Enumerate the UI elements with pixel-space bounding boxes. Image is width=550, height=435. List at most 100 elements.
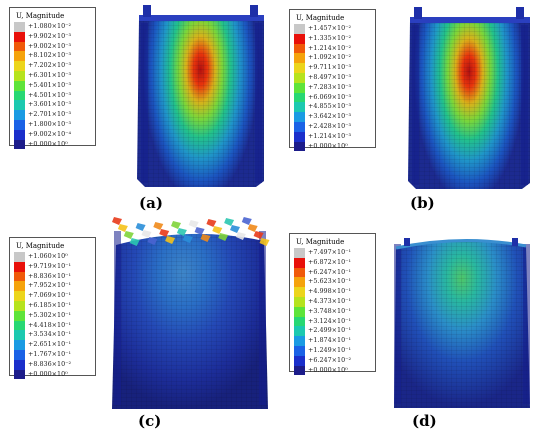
legend-rows: +1.080×10⁻² +9.902×10⁻³ +9.002×10⁻³ +8.102×… — [14, 22, 91, 150]
legend-swatch — [14, 320, 25, 331]
legend-row: +1.874×10⁻¹ — [294, 336, 371, 346]
legend-swatch — [14, 100, 25, 111]
legend-row: +2.701×10⁻³ — [14, 110, 91, 120]
legend-tick-label: +6.185×10⁻¹ — [28, 300, 72, 309]
legend-row: +3.124×10⁻¹ — [294, 316, 371, 327]
legend-row: +5.623×10⁻¹ — [294, 277, 371, 288]
top-cap — [410, 7, 530, 23]
legend-swatch — [14, 110, 25, 120]
legend-swatch — [14, 41, 25, 52]
legend-swatch — [294, 345, 305, 356]
legend-swatch — [14, 31, 25, 42]
legend-row: +4.501×10⁻³ — [14, 90, 91, 101]
legend-row: +7.202×10⁻³ — [14, 61, 91, 71]
legend-swatch — [14, 271, 25, 282]
legend-tick-label: +3.124×10⁻¹ — [308, 316, 352, 325]
legend-swatch — [14, 330, 25, 341]
legend-tick-label: +5.623×10⁻¹ — [308, 277, 352, 286]
legend-row: +4.373×10⁻¹ — [294, 296, 371, 307]
subfigure-label-b: (b) — [410, 194, 435, 212]
legend-swatch — [294, 33, 305, 44]
legend-tick-label: +4.998×10⁻¹ — [308, 287, 352, 296]
legend-tick-label: +1.060×10⁰ — [28, 252, 68, 260]
legend-tick-label: +7.952×10⁻¹ — [28, 281, 72, 290]
legend-tick-label: +7.202×10⁻³ — [28, 61, 72, 70]
legend-row: +6.247×10⁻² — [294, 355, 371, 366]
legend-row: +8.102×10⁻³ — [14, 51, 91, 62]
bulged-top — [395, 238, 527, 250]
fe-model-d — [394, 238, 530, 408]
legend-tick-label: +8.102×10⁻³ — [28, 51, 72, 60]
legend-row: +2.651×10⁻¹ — [14, 340, 91, 350]
legend-row: +8.836×10⁻¹ — [14, 271, 91, 282]
legend-tick-label: +5.401×10⁻³ — [28, 80, 72, 89]
legend-swatch — [294, 43, 305, 54]
subfigure-label-a: (a) — [139, 194, 163, 212]
legend-swatch — [294, 102, 305, 113]
legend-row: +3.748×10⁻¹ — [294, 306, 371, 317]
legend-tick-label: +9.719×10⁻¹ — [28, 261, 72, 270]
legend-swatch — [294, 72, 305, 83]
legend-tick-label: +1.214×10⁻³ — [308, 131, 352, 140]
legend-tick-label: +2.651×10⁻¹ — [28, 340, 72, 349]
legend-swatch — [14, 281, 25, 292]
legend-row: +2.499×10⁻¹ — [294, 326, 371, 337]
legend-row: +6.185×10⁻¹ — [14, 300, 91, 311]
legend-swatch — [294, 336, 305, 346]
legend-tick-label: +4.855×10⁻³ — [308, 102, 352, 111]
legend-swatch — [14, 340, 25, 350]
legend-swatch — [294, 82, 305, 93]
legend-swatch — [14, 261, 25, 272]
legend-swatch — [294, 112, 305, 122]
subfigure-label-d: (d) — [412, 412, 437, 430]
legend-row: +1.060×10⁰ — [14, 252, 91, 262]
model-body — [137, 19, 264, 187]
legend-rows: +1.457×10⁻² +1.335×10⁻² +1.214×10⁻² +1.092×… — [294, 24, 371, 152]
legend-row: +7.497×10⁻¹ — [294, 248, 371, 258]
legend-swatch — [14, 369, 25, 380]
legend-c: U, Magnitude +1.060×10⁰ +9.719×10⁻¹ +8.836… — [9, 237, 96, 380]
legend-row: +1.214×10⁻² — [294, 43, 371, 54]
legend-swatch — [294, 141, 305, 152]
fe-model-c — [112, 217, 270, 409]
legend-row: +6.301×10⁻³ — [14, 70, 91, 81]
legend-swatch — [14, 61, 25, 71]
legend-tick-label: +5.302×10⁻¹ — [28, 310, 72, 319]
legend-tick-label: +3.601×10⁻³ — [28, 100, 72, 109]
legend-row: +1.457×10⁻² — [294, 24, 371, 34]
legend-swatch — [294, 277, 305, 288]
legend-row: +1.335×10⁻² — [294, 33, 371, 44]
legend-tick-label: +1.874×10⁻¹ — [308, 336, 352, 345]
legend-tick-label: +9.002×10⁻⁴ — [28, 129, 72, 138]
legend-tick-label: +3.748×10⁻¹ — [308, 306, 352, 315]
legend-swatch — [14, 139, 25, 150]
legend-tick-label: +1.767×10⁻¹ — [28, 349, 72, 358]
model-body — [112, 231, 268, 409]
legend-row: +1.800×10⁻³ — [14, 119, 91, 130]
model-body — [408, 21, 530, 189]
fe-model-b — [408, 7, 530, 189]
legend-row: +1.080×10⁻² — [14, 22, 91, 32]
subfigure-label-c: (c) — [138, 412, 162, 430]
legend-tick-label: +9.902×10⁻³ — [28, 31, 72, 40]
legend-swatch — [294, 53, 305, 64]
legend-tick-label: +9.002×10⁻³ — [28, 41, 72, 50]
legend-d: U, Magnitude +7.497×10⁻¹ +6.872×10⁻¹ +6.24… — [289, 233, 376, 376]
legend-row: +9.902×10⁻³ — [14, 31, 91, 42]
legend-swatch — [294, 121, 305, 132]
legend-rows: +1.060×10⁰ +9.719×10⁻¹ +8.836×10⁻¹ +7.952×1… — [14, 252, 91, 380]
legend-row: +3.601×10⁻³ — [14, 100, 91, 111]
legend-tick-label: +0.000×10⁰ — [28, 139, 68, 148]
legend-tick-label: +6.247×10⁻¹ — [308, 267, 352, 276]
legend-tick-label: +6.301×10⁻³ — [28, 70, 72, 79]
legend-swatch — [14, 252, 25, 262]
legend-row: +3.534×10⁻¹ — [14, 330, 91, 341]
legend-swatch — [294, 365, 305, 376]
legend-tick-label: +1.800×10⁻³ — [28, 119, 72, 128]
legend-swatch — [14, 51, 25, 62]
legend-title: U, Magnitude — [16, 12, 65, 20]
legend-b: U, Magnitude +1.457×10⁻² +1.335×10⁻² +1.21… — [289, 9, 376, 152]
legend-row: +9.719×10⁻¹ — [14, 261, 91, 272]
legend-tick-label: +6.247×10⁻² — [308, 355, 352, 364]
legend-tick-label: +2.701×10⁻³ — [28, 110, 72, 119]
